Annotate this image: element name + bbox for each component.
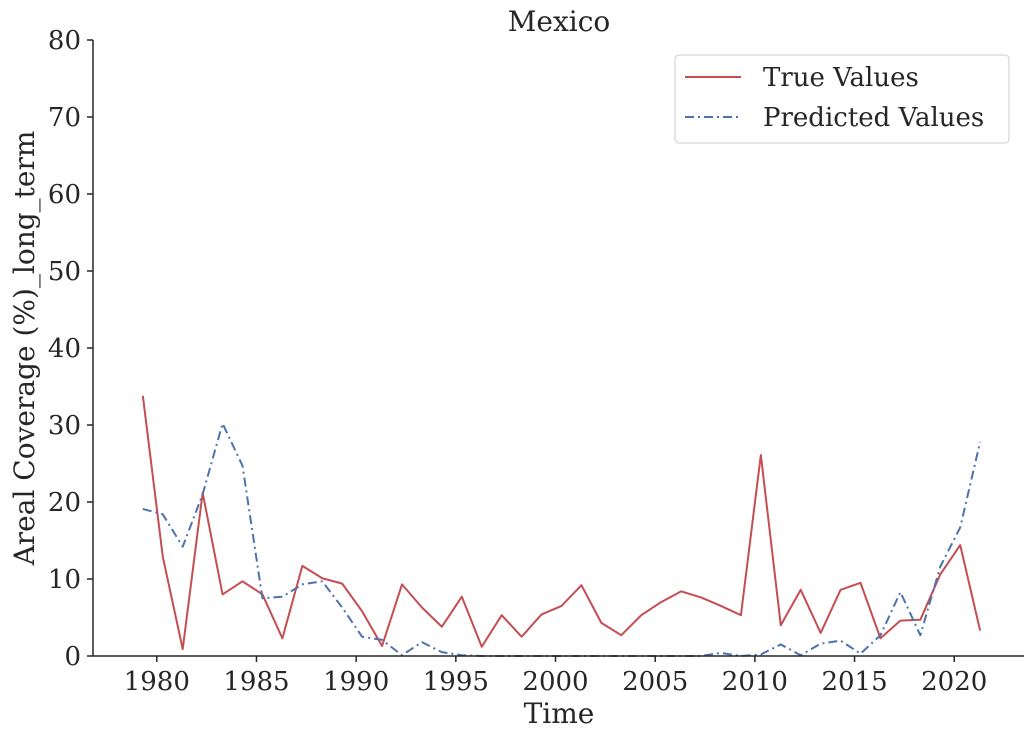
x-tick-label: 1980 (124, 667, 190, 697)
y-tick-label: 50 (48, 257, 81, 287)
x-tick-label: 2005 (622, 667, 688, 697)
y-tick-label: 30 (48, 411, 81, 441)
y-tick-label: 40 (48, 334, 81, 364)
chart-title: Mexico (508, 5, 611, 38)
legend: True Values Predicted Values (674, 54, 1010, 144)
x-tick-label: 2020 (921, 667, 987, 697)
x-tick-label: 2010 (722, 667, 788, 697)
y-axis-label: Areal Coverage (%)_long_term (8, 131, 41, 567)
y-tick-label: 70 (48, 103, 81, 133)
y-tick-label: 80 (48, 26, 81, 56)
x-tick-label: 1995 (423, 667, 489, 697)
y-tick-label: 20 (48, 488, 81, 518)
x-tick-label: 1985 (223, 667, 289, 697)
x-tick-label: 2015 (821, 667, 887, 697)
x-tick-label: 1990 (323, 667, 389, 697)
x-tick-label: 2000 (522, 667, 588, 697)
y-tick-label: 0 (64, 642, 81, 672)
plot-area: 1980 1985 1990 1995 2000 2005 2010 2015 2020 0 10 2… (48, 26, 1024, 697)
series-line-2 (142, 422, 982, 657)
x-axis-label: Time (524, 697, 595, 730)
series-line-1 (141, 395, 982, 651)
y-tick-label: 10 (48, 565, 81, 595)
legend-label-1: True Values (763, 63, 919, 93)
legend-label-2: Predicted Values (763, 103, 984, 133)
legend-frame (674, 54, 1010, 144)
y-tick-label: 60 (48, 180, 81, 210)
